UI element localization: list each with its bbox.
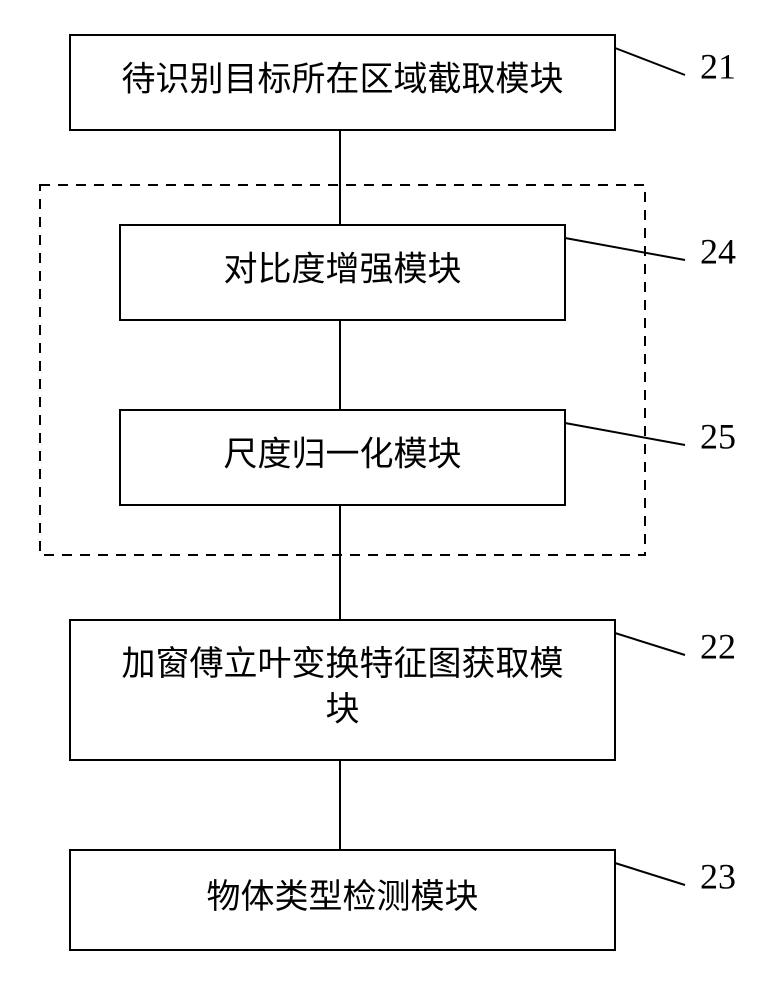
- module-number-b22: 22: [700, 626, 736, 666]
- leader-line-b25: [565, 423, 685, 445]
- module-label-b23: 物体类型检测模块: [207, 878, 479, 916]
- leader-line-b22: [615, 633, 685, 655]
- module-number-b25: 25: [700, 416, 736, 456]
- module-label-b25: 尺度归一化模块: [224, 435, 462, 473]
- module-label-b21: 待识别目标所在区域截取模块: [122, 60, 564, 98]
- module-label-b22: 块: [326, 692, 360, 729]
- module-number-b24: 24: [700, 231, 736, 271]
- module-number-b21: 21: [700, 46, 736, 86]
- module-number-b23: 23: [700, 856, 736, 896]
- leader-line-b21: [615, 48, 685, 75]
- module-label-b22: 加窗傅立叶变换特征图获取模: [122, 645, 564, 683]
- leader-line-b23: [615, 863, 685, 885]
- leader-line-b24: [565, 238, 685, 260]
- module-box-b22: [70, 620, 615, 760]
- module-label-b24: 对比度增强模块: [224, 250, 462, 288]
